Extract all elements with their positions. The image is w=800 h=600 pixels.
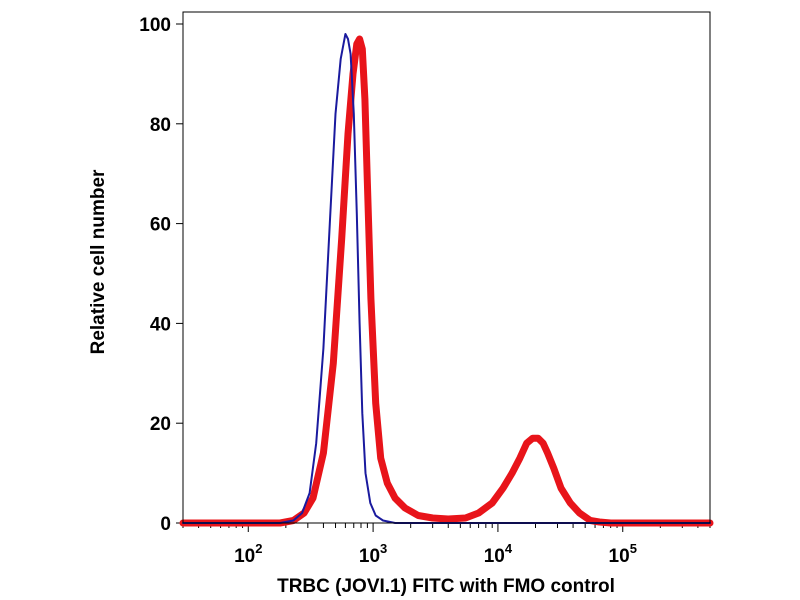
y-tick-label: 0 (160, 514, 171, 535)
y-axis-label: Relative cell number (88, 169, 109, 354)
series-layer (179, 33, 714, 527)
x-tick-label: 105 (609, 541, 637, 567)
series-line-2 (182, 33, 711, 524)
x-axis: 102 103 104 105 (182, 523, 711, 567)
y-tick-label: 60 (150, 215, 171, 236)
y-tick-label: 20 (150, 414, 171, 435)
series-line-1 (179, 35, 714, 527)
y-tick-label: 80 (150, 115, 171, 136)
plot-frame (182, 11, 711, 524)
x-tick-label: 102 (234, 541, 262, 567)
y-tick-label: 100 (139, 15, 171, 36)
x-tick-label: 103 (359, 541, 387, 567)
y-tick-label: 40 (150, 314, 171, 335)
y-axis: 0 20 40 60 80 100 (139, 15, 183, 535)
x-axis-label: TRBC (JOVI.1) FITC with FMO control (277, 576, 615, 597)
x-tick-label: 104 (484, 541, 513, 567)
